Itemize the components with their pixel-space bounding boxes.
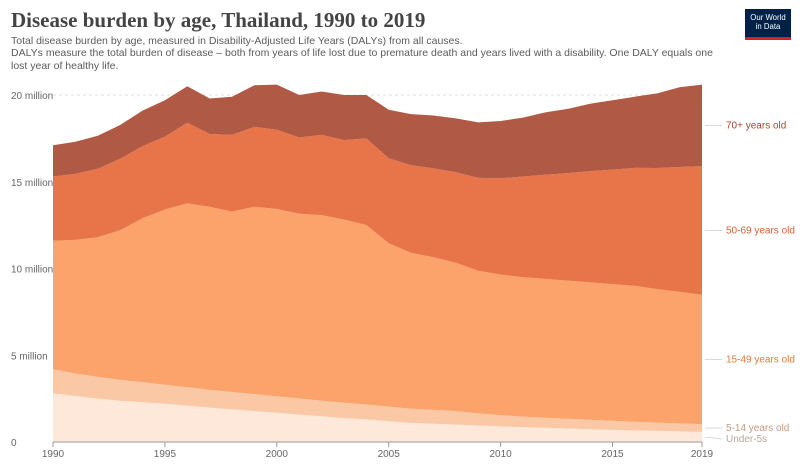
y-tick-label: 0 xyxy=(11,438,17,449)
series-label-70-years-old: 70+ years old xyxy=(726,120,786,131)
subtitle-line-2: DALYs measure the total burden of diseas… xyxy=(11,47,713,72)
area-15-49-years-old xyxy=(53,203,702,425)
x-tick-label: 1990 xyxy=(42,449,65,460)
x-tick-label: 2010 xyxy=(489,449,512,460)
y-tick-label: 10 million xyxy=(11,265,53,276)
logo-line-1: Our World xyxy=(750,13,786,22)
y-tick-label: 15 million xyxy=(11,178,53,189)
area-70-years-old xyxy=(53,84,702,179)
x-tick-label: 1995 xyxy=(154,449,177,460)
series-label-5-14-years-old: 5-14 years old xyxy=(726,423,789,434)
area-50-69-years-old xyxy=(53,122,702,295)
chart-subtitle: Total disease burden by age, measured in… xyxy=(11,35,726,72)
area-under-5s xyxy=(53,393,702,442)
y-tick-label: 20 million xyxy=(11,91,53,102)
series-label-50-69-years-old: 50-69 years old xyxy=(726,226,795,237)
label-connector-under-5s xyxy=(704,436,723,440)
series-label-under-5s: Under-5s xyxy=(726,434,767,445)
x-tick-label: 2015 xyxy=(601,449,624,460)
subtitle-line-1: Total disease burden by age, measured in… xyxy=(11,35,463,47)
x-tick-label: 2000 xyxy=(266,449,289,460)
logo-line-2: in Data xyxy=(755,21,781,31)
area-5-14-years-old xyxy=(53,369,702,432)
chart-title: Disease burden by age, Thailand, 1990 to… xyxy=(11,8,426,32)
our-world-in-data-logo[interactable]: Our World in Data xyxy=(745,9,791,40)
y-tick-label: 5 million xyxy=(11,351,48,362)
series-label-15-49-years-old: 15-49 years old xyxy=(726,355,795,366)
x-tick-label: 2019 xyxy=(691,449,714,460)
x-tick-label: 2005 xyxy=(378,449,401,460)
